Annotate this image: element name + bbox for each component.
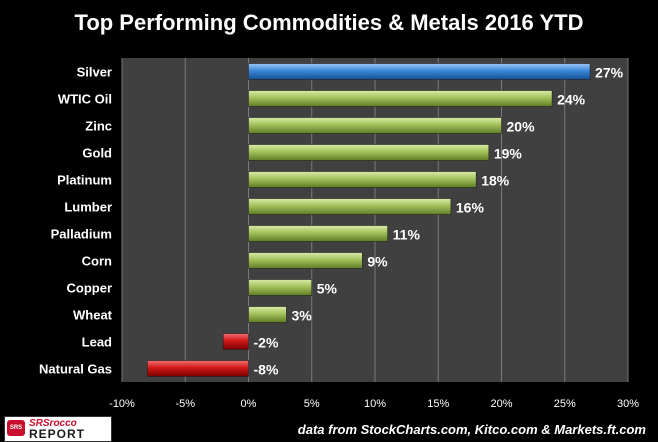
x-tick-label: 5% (304, 398, 320, 410)
bar-wtic-oil (248, 90, 553, 107)
value-label: 11% (393, 227, 421, 243)
bar-platinum (248, 171, 477, 188)
value-label: 9% (367, 254, 388, 270)
x-tick-label: 10% (364, 398, 386, 410)
category-label: Lumber (64, 200, 112, 215)
bar-natural-gas (147, 360, 249, 377)
chart-title: Top Performing Commodities & Metals 2016… (74, 10, 584, 35)
category-label: Copper (67, 281, 113, 296)
value-label: 20% (507, 119, 536, 135)
category-label: Wheat (73, 308, 113, 323)
x-tick-label: 30% (617, 398, 639, 410)
x-tick-label: 20% (490, 398, 512, 410)
bar-copper (248, 279, 313, 296)
category-label: Platinum (57, 173, 112, 188)
bar-palladium (248, 225, 388, 242)
x-tick-label: 0% (241, 398, 257, 410)
value-label: 19% (494, 146, 523, 162)
category-label: Lead (82, 335, 112, 350)
logo-text-top: SRSrocco (29, 418, 77, 429)
logo-badge: SRS (7, 420, 25, 436)
srsrocco-report-logo: SRS SRSrocco REPORT (4, 416, 112, 442)
logo-text-bottom: REPORT (29, 427, 86, 441)
x-tick-label: -5% (175, 398, 195, 410)
bar-zinc (248, 117, 502, 134)
x-tick-label: 15% (427, 398, 449, 410)
value-label: 3% (291, 308, 312, 324)
x-tick-label: 25% (554, 398, 576, 410)
category-label: Gold (82, 146, 112, 161)
bar-wheat (248, 306, 287, 323)
value-label: 16% (456, 200, 485, 216)
value-label: 18% (481, 173, 510, 189)
value-label: -8% (254, 362, 279, 378)
x-tick-label: -10% (109, 398, 135, 410)
category-label: Palladium (51, 227, 112, 242)
bar-lead (222, 333, 249, 350)
bar-silver (248, 63, 591, 80)
bar-corn (248, 252, 363, 269)
bar-lumber (248, 198, 452, 215)
source-note: data from StockCharts.com, Kitco.com & M… (297, 422, 646, 437)
category-label: Corn (82, 254, 112, 269)
value-label: 27% (595, 65, 624, 81)
value-label: 24% (557, 92, 586, 108)
category-label: Zinc (85, 119, 112, 134)
bar-gold (248, 144, 490, 161)
category-label: Silver (77, 65, 112, 80)
value-label: 5% (317, 281, 338, 297)
category-label: Natural Gas (39, 362, 112, 377)
category-label: WTIC Oil (58, 92, 112, 107)
value-label: -2% (254, 335, 279, 351)
